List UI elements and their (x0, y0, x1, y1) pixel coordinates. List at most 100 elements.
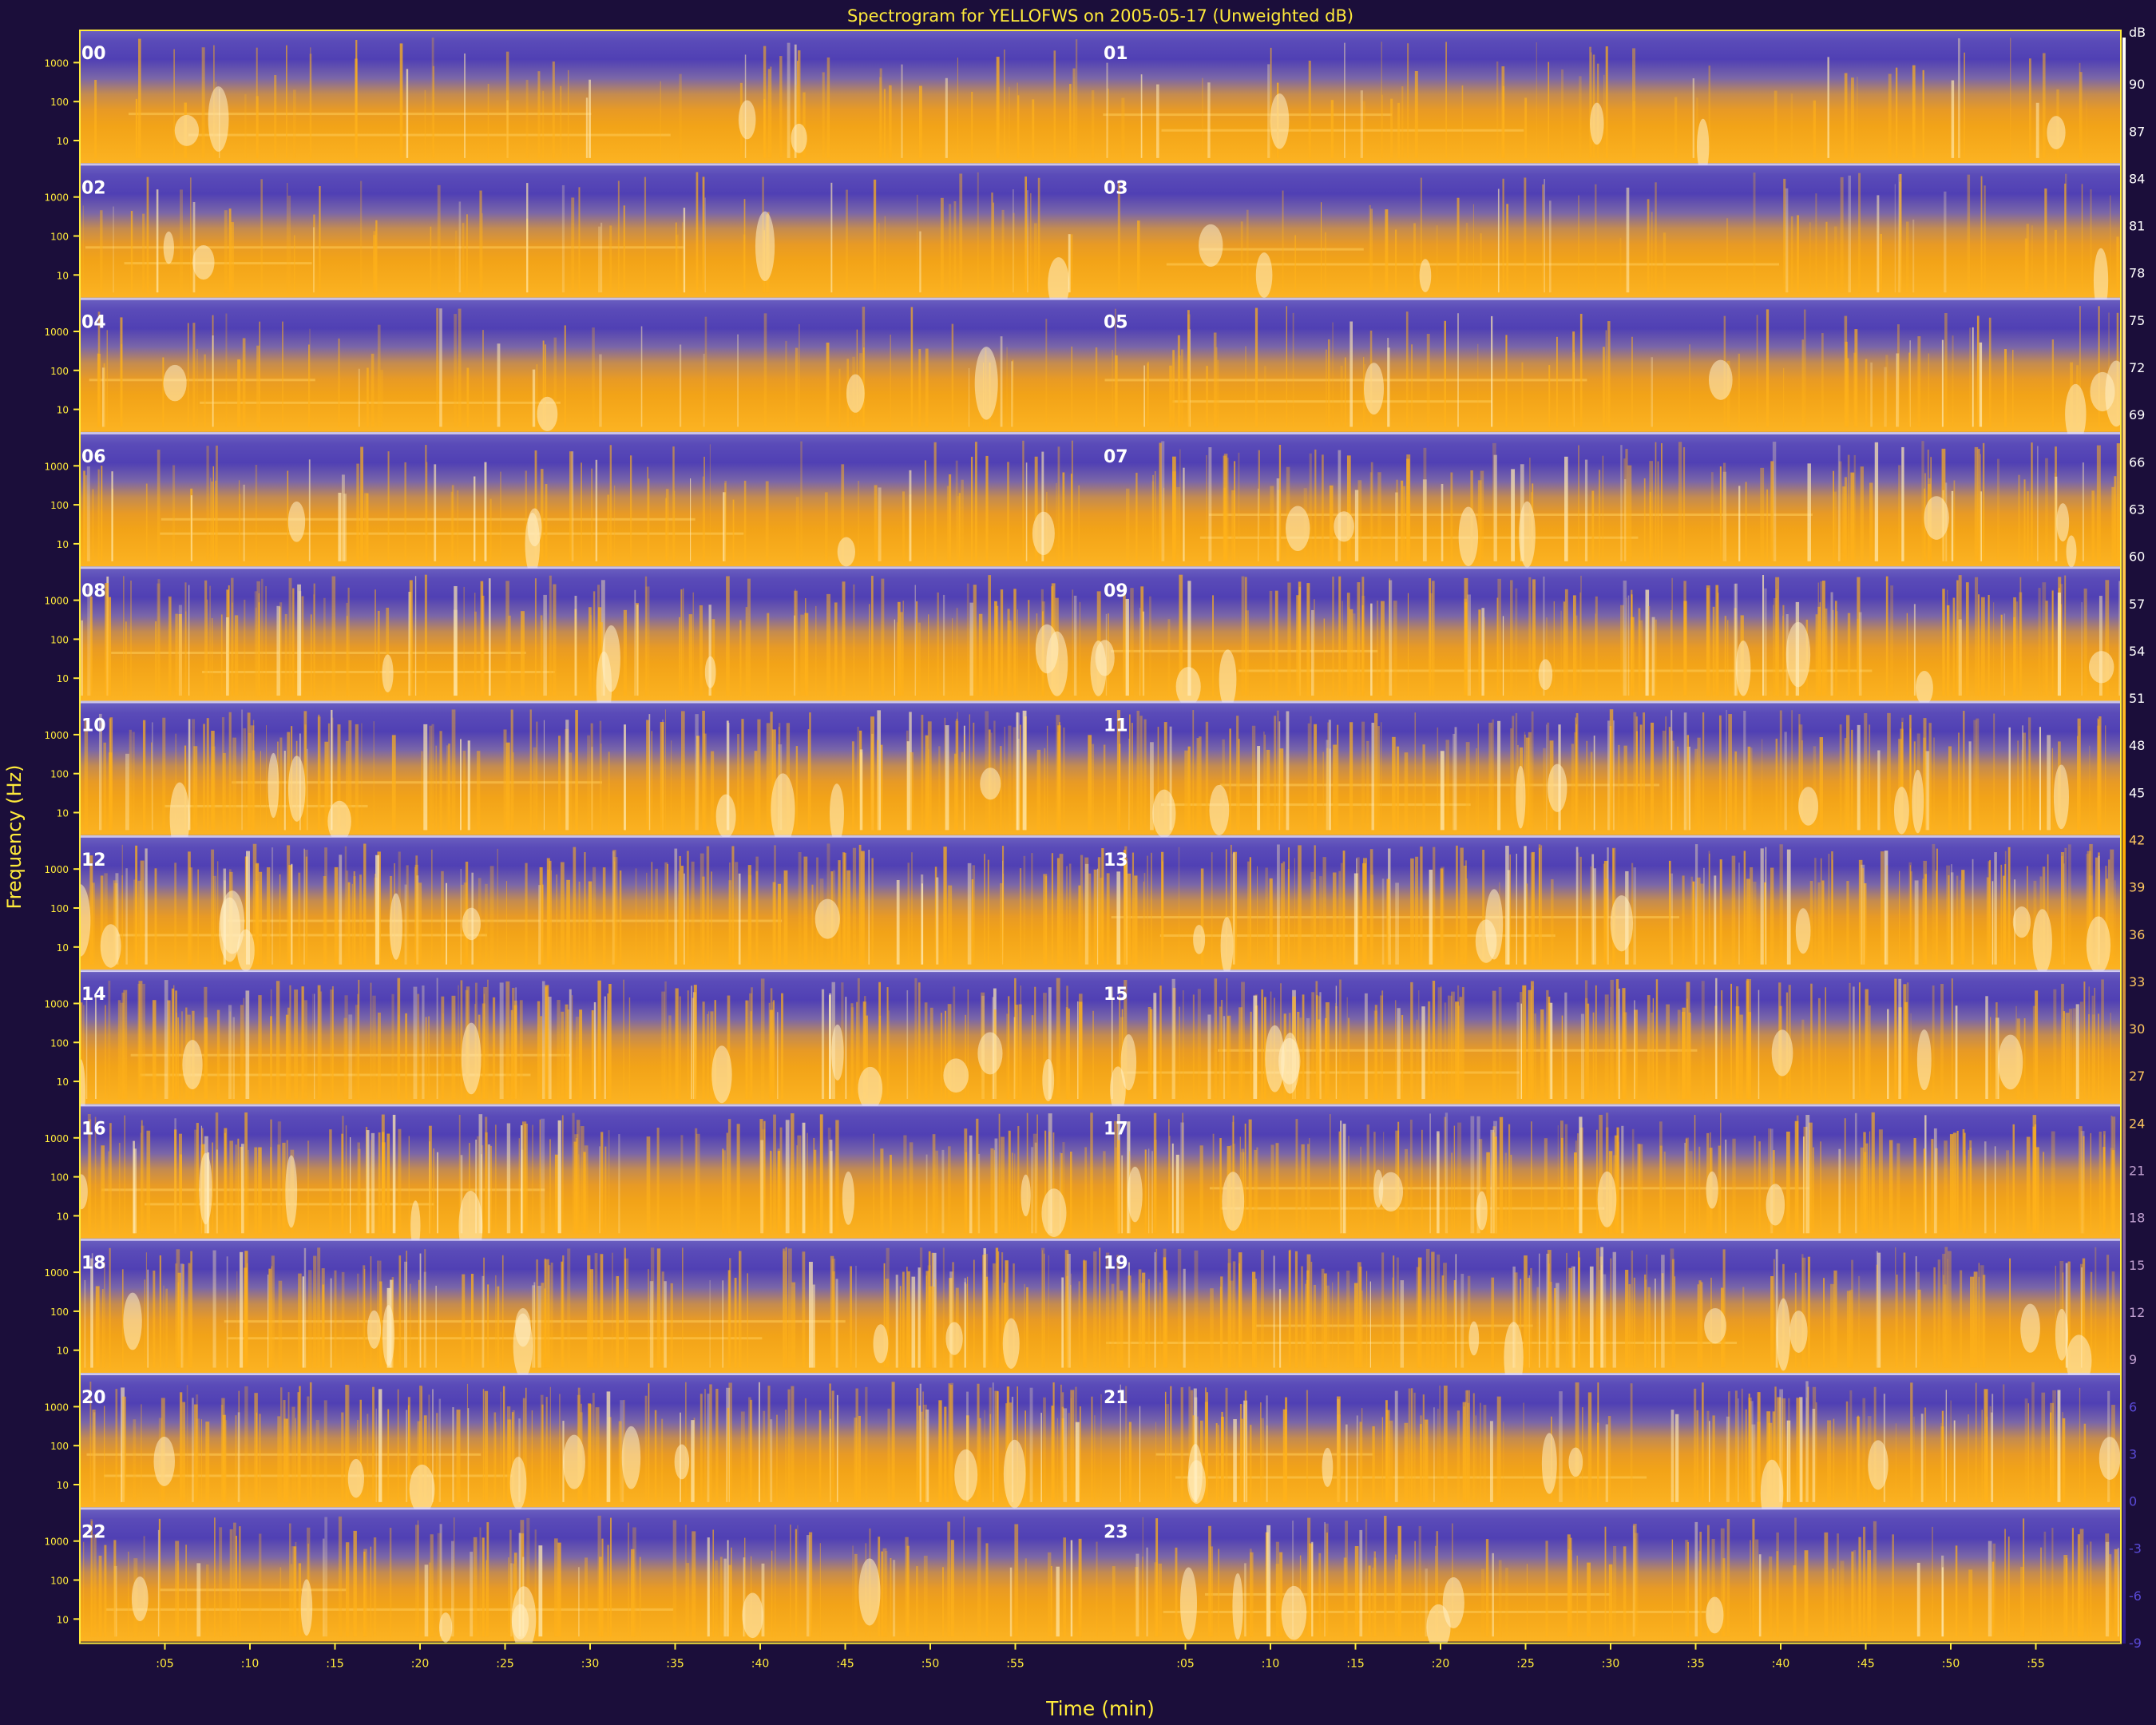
event-streak (258, 593, 260, 696)
event-streak (1121, 97, 1125, 158)
event-streak (1956, 875, 1959, 965)
event-streak (1960, 880, 1962, 965)
event-streak (987, 859, 989, 965)
event-streak (768, 1002, 771, 1099)
event-streak (1726, 218, 1729, 293)
loud-event (1041, 1188, 1067, 1237)
event-streak (1477, 343, 1479, 427)
event-streak (1995, 1002, 1998, 1099)
event-streak (533, 747, 537, 831)
event-streak (1786, 1420, 1791, 1502)
event-streak (1063, 1537, 1067, 1637)
event-streak (1157, 727, 1159, 831)
event-streak (712, 1529, 714, 1637)
loud-event (1541, 1433, 1557, 1494)
loud-event (738, 100, 756, 140)
event-streak (141, 1120, 143, 1234)
event-streak (771, 1001, 775, 1099)
event-streak (1803, 1126, 1808, 1234)
event-streak (726, 1132, 728, 1234)
event-streak (1923, 718, 1927, 831)
event-streak (2064, 847, 2067, 965)
event-streak (173, 49, 175, 158)
event-streak (1942, 589, 1945, 696)
event-streak (1901, 717, 1904, 831)
event-streak (141, 1404, 142, 1502)
event-streak (1994, 852, 1997, 965)
event-streak (1150, 1009, 1153, 1099)
event-streak (599, 354, 602, 427)
event-streak (510, 1563, 513, 1637)
event-streak (330, 989, 334, 1099)
event-streak (1646, 1254, 1648, 1368)
loud-event (1419, 259, 1432, 293)
event-streak (1227, 1015, 1231, 1099)
event-streak (1578, 852, 1579, 965)
event-streak (1294, 858, 1295, 965)
event-streak (571, 995, 573, 1099)
loud-event (1706, 1171, 1718, 1209)
event-streak (1292, 312, 1294, 427)
event-streak (557, 1542, 561, 1637)
event-streak (765, 481, 769, 561)
event-streak (1008, 725, 1012, 831)
event-streak (684, 1525, 687, 1637)
event-streak (84, 1279, 86, 1368)
event-streak (1256, 866, 1258, 965)
event-streak (1854, 1112, 1857, 1234)
event-streak (971, 879, 974, 965)
event-streak (1294, 235, 1296, 293)
event-streak (178, 1133, 182, 1234)
event-streak (679, 996, 681, 1099)
loud-event (873, 1324, 889, 1363)
event-streak (1857, 618, 1859, 696)
event-streak (1103, 1151, 1106, 1234)
event-streak (1261, 989, 1263, 1099)
event-streak (185, 611, 187, 696)
event-streak (945, 725, 949, 831)
event-streak (244, 1386, 248, 1502)
event-streak (1946, 605, 1950, 696)
hum-band (1200, 248, 1364, 251)
hour-label: 03 (1104, 178, 1128, 198)
event-streak (2038, 588, 2041, 696)
event-streak (1724, 616, 1726, 696)
event-streak (485, 1560, 487, 1637)
event-streak (1394, 1559, 1399, 1637)
event-streak (1827, 1420, 1832, 1502)
event-streak (607, 494, 610, 561)
event-streak (1631, 1128, 1635, 1234)
event-streak (681, 1247, 684, 1368)
event-streak (293, 89, 296, 158)
y-tick-label: 1000 (44, 1537, 69, 1548)
event-streak (1056, 858, 1060, 965)
event-streak (1250, 1011, 1252, 1099)
x-tick-label: :50 (921, 1658, 940, 1671)
event-streak (364, 493, 368, 561)
event-streak (1264, 366, 1266, 427)
event-streak (104, 1545, 107, 1637)
event-streak (1306, 1270, 1310, 1368)
event-streak (373, 721, 375, 831)
event-streak (1702, 1382, 1704, 1502)
event-streak (871, 575, 874, 696)
event-streak (282, 1142, 286, 1234)
event-streak (180, 1263, 184, 1368)
event-streak (85, 992, 88, 1099)
event-streak (1706, 1410, 1710, 1502)
event-streak (2065, 1013, 2070, 1099)
event-streak (731, 1547, 732, 1637)
event-streak (1958, 575, 1962, 696)
event-streak (609, 225, 612, 293)
event-streak (1881, 851, 1885, 965)
event-streak (497, 848, 498, 965)
event-streak (2054, 473, 2056, 561)
event-streak (2088, 875, 2093, 965)
event-streak (1385, 1400, 1388, 1502)
loud-event (382, 654, 394, 692)
event-streak (1803, 309, 1806, 427)
event-streak (363, 843, 367, 965)
event-streak (1612, 720, 1615, 831)
event-streak (1418, 990, 1420, 1099)
event-streak (1696, 97, 1698, 158)
